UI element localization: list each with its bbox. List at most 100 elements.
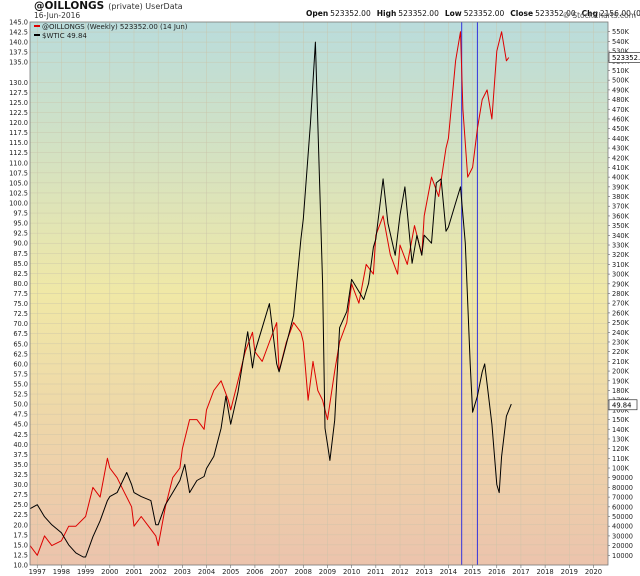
- series-line-right: [30, 31, 510, 556]
- y-right-tick-23: 240K: [612, 329, 630, 337]
- y-left-tick-25: 72.5: [13, 310, 28, 318]
- y-left-tick-8: 30.0: [13, 481, 28, 489]
- y-right-tick-12: 130K: [612, 435, 630, 443]
- y-left-tick-10: 35.0: [13, 461, 28, 469]
- y-left-tick-26: 75.0: [13, 300, 28, 308]
- y-right-tick-1: 20000: [612, 542, 633, 550]
- x-tick-8: 2005: [222, 568, 239, 576]
- legend-swatch-1: [34, 34, 40, 36]
- y-left-tick-21: 62.5: [13, 350, 28, 358]
- y-left-tick-42: 115.0: [9, 139, 28, 147]
- y-left-tick-2: 15.0: [13, 541, 28, 549]
- y-left-tick-30: 85.0: [13, 260, 28, 268]
- y-right-tick-8: 90000: [612, 474, 633, 482]
- x-tick-16: 2013: [416, 568, 433, 576]
- ohlc-value-0: 523352.00: [330, 9, 371, 18]
- y-left-tick-23: 67.5: [13, 330, 28, 338]
- y-left-tick-14: 45.0: [13, 421, 28, 429]
- y-right-tick-34: 350K: [612, 222, 630, 230]
- y-right-tick-7: 80000: [612, 484, 633, 492]
- y-left-tick-16: 50.0: [13, 401, 28, 409]
- legend-swatch-0: [34, 25, 40, 27]
- x-tick-6: 2003: [174, 568, 191, 576]
- y-left-tick-7: 27.5: [13, 491, 28, 499]
- y-left-tick-34: 95.0: [13, 220, 28, 228]
- ohlc-value-3: 523352.00: [535, 9, 576, 18]
- y-left-tick-13: 42.5: [13, 431, 28, 439]
- y-right-tick-31: 320K: [612, 251, 630, 259]
- y-right-tick-11: 120K: [612, 445, 630, 453]
- legend-label-0: @OILLONGS (Weekly) 523352.00 (14 Jun): [42, 23, 188, 31]
- y-right-tick-24: 250K: [612, 319, 630, 327]
- y-right-tick-26: 270K: [612, 300, 630, 308]
- y-right-tick-51: 520K: [612, 57, 630, 65]
- y-left-tick-28: 80.0: [13, 280, 28, 288]
- y-right-tick-48: 490K: [612, 86, 630, 94]
- y-right-tick-15: 160K: [612, 406, 630, 414]
- y-right-tick-18: 190K: [612, 377, 630, 385]
- x-tick-12: 2009: [319, 568, 336, 576]
- y-right-tick-13: 140K: [612, 426, 630, 434]
- y-right-tick-27: 280K: [612, 290, 630, 298]
- y-right-tick-36: 370K: [612, 203, 630, 211]
- y-left-tick-15: 47.5: [13, 411, 28, 419]
- vertical-markers: [461, 22, 478, 565]
- y-right-tick-44: 450K: [612, 125, 630, 133]
- y-left-tick-51: 140.0: [9, 39, 28, 47]
- value-tag-0: 49.84: [612, 401, 631, 409]
- y-left-tick-31: 87.5: [13, 250, 28, 258]
- ohlc-value-2: 523352.00: [463, 9, 505, 18]
- y-left-tick-38: 105.0: [9, 179, 28, 187]
- legend: @OILLONGS (Weekly) 523352.00 (14 Jun)$WT…: [34, 23, 188, 40]
- y-right-tick-37: 380K: [612, 193, 630, 201]
- y-right-tick-43: 440K: [612, 135, 630, 143]
- y-left-tick-47: 127.5: [9, 89, 28, 97]
- y-left-tick-9: 32.5: [13, 471, 28, 479]
- y-left-tick-35: 97.5: [13, 210, 28, 218]
- x-axis: 1997 1998 1999 2000 2001 2002 2003 2004 2005 2006…: [29, 565, 602, 576]
- y-right-tick-6: 70000: [612, 494, 633, 502]
- y-right-tick-41: 420K: [612, 154, 630, 162]
- y-left-tick-50: 137.5: [9, 49, 28, 57]
- brand-credit: © StockCharts.com: [562, 11, 636, 20]
- y-right-tick-39: 400K: [612, 174, 630, 182]
- y-right-tick-17: 180K: [612, 387, 630, 395]
- x-tick-3: 2000: [101, 568, 118, 576]
- x-tick-5: 2002: [150, 568, 167, 576]
- series-line-left: [30, 41, 512, 558]
- y-right-tick-49: 500K: [612, 77, 630, 85]
- x-tick-22: 2019: [561, 568, 578, 576]
- ohlc-value-1: 523352.00: [398, 9, 439, 18]
- x-tick-14: 2011: [367, 568, 384, 576]
- y-right-tick-5: 60000: [612, 503, 633, 511]
- y-right-tick-3: 40000: [612, 523, 633, 531]
- grid: [30, 21, 608, 566]
- y-right-tick-28: 290K: [612, 280, 630, 288]
- y-right-tick-21: 220K: [612, 348, 630, 356]
- x-tick-2: 1999: [77, 568, 94, 576]
- chart-subtitle: (private) UserData: [108, 2, 183, 11]
- x-tick-19: 2016: [488, 568, 505, 576]
- legend-label-1: $WTIC 49.84: [42, 32, 87, 40]
- y-right-tick-47: 480K: [612, 96, 630, 104]
- y-right-tick-0: 10000: [612, 552, 633, 560]
- y-right-tick-30: 310K: [612, 261, 630, 269]
- y-left-axis: 10.0 12.5 15.0 17.5 20.0 22.5 25.0 27.5 30.0 32.5…: [9, 19, 28, 570]
- y-right-tick-29: 300K: [612, 271, 630, 279]
- y-left-tick-19: 57.5: [13, 370, 28, 378]
- x-tick-13: 2010: [343, 568, 360, 576]
- y-left-tick-33: 92.5: [13, 230, 28, 238]
- ohlc-value-4: 2156.00 (0.41%): [599, 9, 640, 18]
- y-left-tick-27: 77.5: [13, 290, 28, 298]
- ohlc-label-4: Chg: [581, 9, 598, 18]
- y-left-tick-22: 65.0: [13, 340, 28, 348]
- y-left-tick-24: 70.0: [13, 320, 28, 328]
- y-right-tick-32: 330K: [612, 242, 630, 250]
- y-left-tick-43: 117.5: [9, 129, 28, 137]
- y-right-tick-50: 510K: [612, 67, 630, 75]
- x-tick-23: 2020: [585, 568, 602, 576]
- y-left-tick-44: 120.0: [9, 119, 28, 127]
- y-left-tick-12: 40.0: [13, 441, 28, 449]
